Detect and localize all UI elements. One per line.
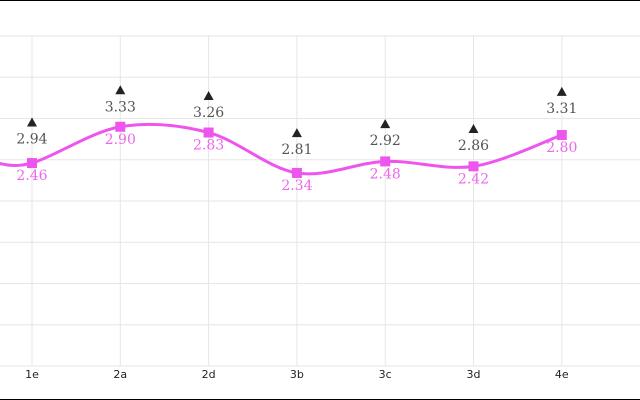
x-axis-ticks: 1e 2a 2d 3b 3c 3d 4e: [25, 368, 569, 381]
markers: [27, 85, 567, 178]
triangle-marker: [27, 117, 37, 127]
data-labels: 2.94 3.33 3.26 2.81 2.92 2.86 3.31 2.46 2.90 2.83…: [16, 99, 577, 194]
data-label: 2.34: [281, 178, 312, 194]
data-label: 2.46: [16, 168, 47, 184]
x-tick-label: 2a: [113, 368, 127, 381]
square-marker: [291, 167, 302, 178]
triangle-marker: [468, 124, 479, 134]
x-tick-label: 3d: [467, 368, 481, 381]
data-label: 2.90: [105, 132, 136, 148]
data-label: 2.83: [193, 138, 224, 154]
square-marker: [115, 121, 126, 132]
grid: [0, 35, 640, 367]
series-line: [0, 122, 563, 176]
data-label: 3.26: [193, 105, 224, 121]
triangle-marker: [291, 128, 302, 138]
square-marker: [203, 127, 214, 138]
data-label: 2.92: [370, 133, 401, 149]
x-tick-label: 3b: [290, 368, 304, 381]
data-label: 3.33: [105, 99, 136, 115]
series-lines: [0, 122, 563, 176]
data-label: 2.48: [370, 166, 401, 182]
data-label: 2.81: [281, 142, 312, 158]
square-marker: [556, 130, 567, 140]
x-tick-label: 3c: [379, 368, 392, 381]
x-tick-label: 1e: [25, 368, 39, 381]
x-tick-label: 4e: [555, 368, 569, 381]
triangle-marker: [380, 119, 391, 129]
triangle-marker: [556, 86, 567, 96]
triangle-marker: [203, 91, 214, 101]
data-label: 2.86: [458, 138, 489, 154]
data-label: 2.94: [16, 131, 47, 147]
square-marker: [380, 156, 391, 167]
triangle-marker: [115, 85, 126, 95]
data-label: 3.31: [546, 101, 577, 117]
square-marker: [468, 161, 479, 172]
data-label: 2.80: [546, 140, 577, 156]
x-tick-label: 2d: [202, 368, 216, 381]
square-marker: [27, 158, 37, 169]
data-label: 2.42: [458, 171, 489, 187]
